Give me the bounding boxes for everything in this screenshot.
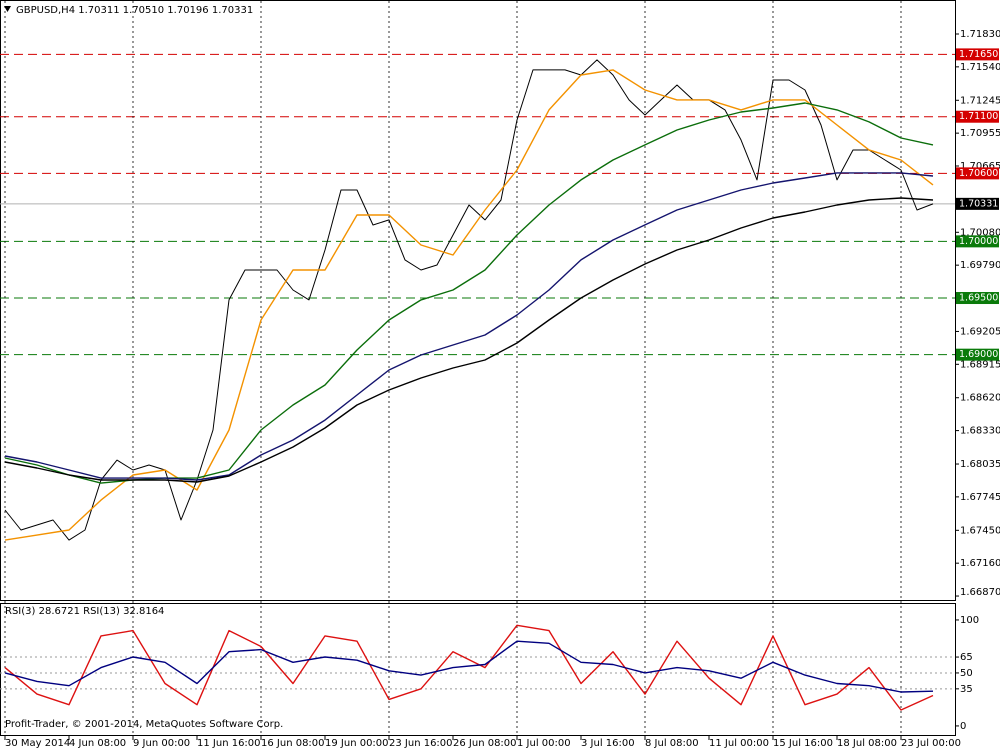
series-line: [4, 640, 934, 693]
price-panel-frame: [0, 0, 956, 601]
y-tick-label: 1.68035: [960, 459, 1000, 470]
y-tick-label: 100: [960, 615, 979, 626]
x-tick-label: 23 Jul 00:00: [901, 738, 961, 749]
footer: Profit-Trader, © 2001-2014, MetaQuotes S…: [5, 719, 283, 730]
y-tick-label: 1.66870: [960, 587, 1000, 598]
y-tick-label: 50: [960, 668, 973, 679]
x-tick-label: 18 Jul 08:00: [837, 738, 897, 749]
y-tick-label: 65: [960, 652, 973, 663]
x-tick-label: 26 Jun 08:00: [453, 738, 517, 749]
chart-title: GBPUSD,H4 1.70311 1.70510 1.70196 1.7033…: [16, 5, 253, 16]
y-tick-label: 1.71830: [960, 29, 1000, 40]
series-line: [4, 172, 934, 481]
x-tick-label: 19 Jun 00:00: [325, 738, 389, 749]
y-tick-label: 1.70080: [960, 227, 1000, 238]
level-label: 1.70600: [959, 168, 998, 179]
y-tick-label: 1.67160: [960, 558, 1000, 569]
level-label: 1.71650: [959, 49, 998, 60]
y-tick-label: 0: [960, 721, 966, 732]
x-tick-label: 11 Jul 00:00: [709, 738, 769, 749]
level-label: 1.71100: [959, 111, 998, 122]
x-tick-label: 3 Jul 16:00: [581, 738, 635, 749]
x-tick-label: 23 Jun 16:00: [389, 738, 453, 749]
x-tick-label: 11 Jun 16:00: [197, 738, 261, 749]
y-tick-label: 1.68330: [960, 426, 1000, 437]
symbol-icon: [4, 6, 11, 12]
y-tick-label: 1.68915: [960, 359, 1000, 370]
y-tick-label: 1.71540: [960, 62, 1000, 73]
labels-layer: 1.71830 1.71540 1.71245 1.70955 1.70665 1.700…: [4, 29, 1000, 749]
x-tick-label: 8 Jul 08:00: [645, 738, 699, 749]
last-price-label: 1.70331: [959, 198, 998, 209]
x-tick-label: 30 May 2014: [5, 738, 70, 749]
x-tick-label: 9 Jun 00:00: [133, 738, 190, 749]
level-label-box: [956, 48, 999, 61]
y-tick-label: 1.69205: [960, 326, 1000, 337]
series-line: [4, 59, 934, 541]
y-tick-label: 1.69790: [960, 260, 1000, 271]
level-label: 1.69500: [959, 293, 998, 304]
last-price-box: [956, 197, 999, 210]
level-label-box: [956, 167, 999, 180]
series-line: [4, 197, 934, 483]
y-tick-label: 1.68620: [960, 393, 1000, 404]
level-label: 1.69000: [959, 349, 998, 360]
x-tick-label: 15 Jul 16:00: [773, 738, 833, 749]
y-tick-label: 35: [960, 684, 973, 695]
y-tick-label: 1.70955: [960, 128, 1000, 139]
x-tick-label: 1 Jul 00:00: [517, 738, 571, 749]
level-label: 1.70000: [959, 236, 998, 247]
level-label-box: [956, 110, 999, 123]
y-tick-label: 1.67450: [960, 525, 1000, 536]
level-label-box: [956, 235, 999, 248]
series-line: [4, 624, 934, 711]
marks-layer: [4, 59, 934, 711]
series-line: [4, 69, 934, 541]
rsi-panel-frame: [0, 603, 956, 736]
level-label-box: [956, 348, 999, 361]
x-tick-label: 16 Jun 08:00: [261, 738, 325, 749]
grid-layer: [0, 1, 955, 736]
level-label-box: [956, 292, 999, 305]
rsi-title: RSI(3) 28.6721 RSI(13) 32.8164: [5, 606, 164, 617]
y-tick-label: 1.67745: [960, 492, 1000, 503]
y-tick-label: 1.70665: [960, 161, 1000, 172]
y-tick-label: 1.71245: [960, 95, 1000, 106]
x-tick-label: 4 Jun 08:00: [69, 738, 126, 749]
